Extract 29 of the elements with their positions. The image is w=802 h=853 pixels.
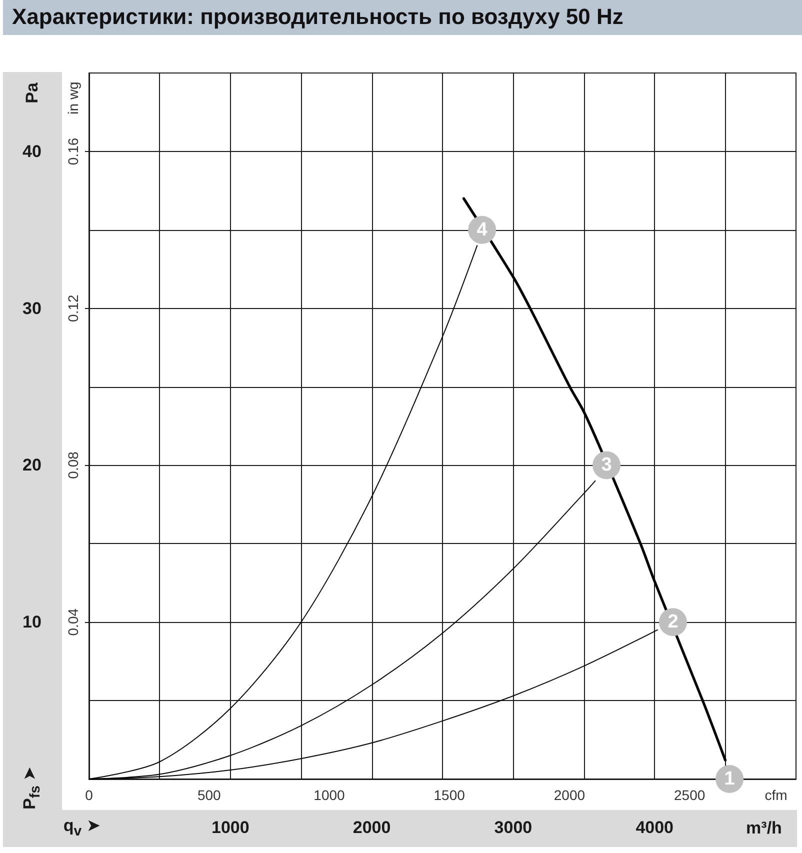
x-tick-label: 3000: [494, 818, 532, 837]
x2-tick-label: 1000: [314, 787, 346, 803]
annotation: 2: [668, 612, 678, 633]
y-axis-title: Pa: [22, 82, 42, 104]
x-tick-label: 2000: [352, 818, 391, 837]
x2-tick-label: 2000: [554, 787, 586, 803]
annotation: 1: [724, 768, 736, 790]
x2-tick-label: 1500: [434, 787, 466, 803]
y2-tick-label: 0.04: [65, 608, 81, 636]
y2-axis-title: in wg: [65, 82, 81, 114]
y2-tick-label: 0.12: [65, 294, 81, 322]
chart-title: Характеристики: производительность по воздуху 50 Hz: [12, 4, 624, 29]
x-axis-title: m³/h: [746, 818, 782, 838]
y2-tick-label: 0.08: [65, 451, 81, 479]
annotation: 3: [601, 454, 612, 476]
x2-tick-label: 2500: [674, 787, 706, 803]
y-tick-label: 30: [22, 298, 42, 318]
x-tick-label: 1000: [211, 818, 250, 837]
x2-tick-label: 0: [85, 787, 94, 803]
x2-axis-title: cfm: [764, 787, 788, 803]
y-tick-label: 20: [22, 456, 42, 475]
line-series: [462, 197, 727, 762]
text: q$_{v}$ ➤: [63, 816, 101, 840]
x-tick-label: 4000: [636, 818, 674, 837]
y-tick-label: 10: [22, 612, 42, 632]
y-tick-label: 40: [22, 142, 42, 161]
y2-tick-label: 0.16: [65, 138, 81, 166]
x2-tick-label: 500: [197, 787, 222, 803]
annotation: 4: [476, 219, 488, 240]
